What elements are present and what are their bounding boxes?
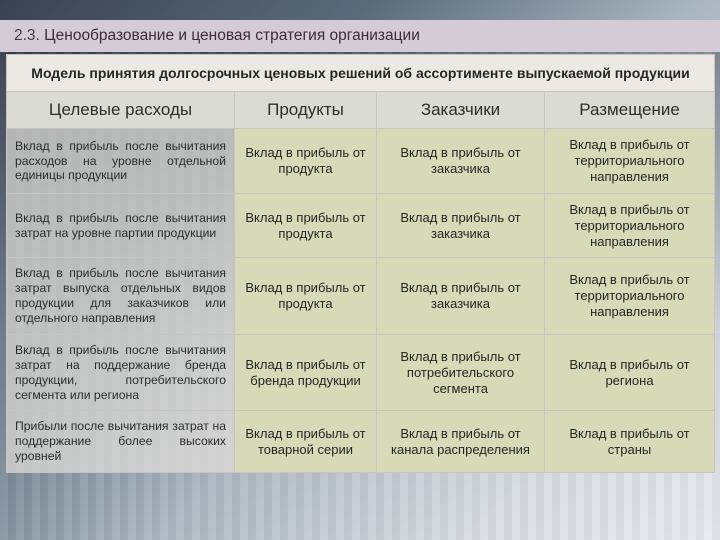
col-header-1: Продукты bbox=[235, 91, 377, 129]
table-row: Вклад в прибыль после вычитания затрат в… bbox=[7, 258, 715, 335]
table-row: Вклад в прибыль после вычитания затрат н… bbox=[7, 193, 715, 258]
section-title: Ценообразование и ценовая стратегия орга… bbox=[44, 27, 420, 45]
cell: Вклад в прибыль от территориального напр… bbox=[545, 258, 715, 335]
cell: Вклад в прибыль от страны bbox=[545, 411, 715, 473]
cell: Вклад в прибыль от региона bbox=[545, 334, 715, 411]
cell: Вклад в прибыль от продукта bbox=[235, 129, 377, 194]
col-header-3: Размещение bbox=[545, 91, 715, 129]
cell: Вклад в прибыль от заказчика bbox=[377, 193, 545, 258]
cell: Вклад в прибыль от бренда продукции bbox=[235, 334, 377, 411]
cell: Вклад в прибыль от продукта bbox=[235, 258, 377, 335]
table-body: Вклад в прибыль после вычитания расходов… bbox=[7, 129, 715, 473]
cell: Вклад в прибыль от продукта bbox=[235, 193, 377, 258]
table-title-row: Модель принятия долгосрочных ценовых реш… bbox=[7, 55, 715, 92]
row-label: Вклад в прибыль после вычитания расходов… bbox=[7, 129, 235, 194]
table-row: Прибыли после вычитания затрат на поддер… bbox=[7, 411, 715, 473]
section-number: 2.3. bbox=[14, 27, 40, 45]
cell: Вклад в прибыль от заказчика bbox=[377, 258, 545, 335]
cell: Вклад в прибыль от заказчика bbox=[377, 129, 545, 194]
row-label: Вклад в прибыль после вычитания затрат н… bbox=[7, 334, 235, 411]
row-label: Вклад в прибыль после вычитания затрат н… bbox=[7, 193, 235, 258]
pricing-model-table: Модель принятия долгосрочных ценовых реш… bbox=[6, 54, 715, 473]
table-title: Модель принятия долгосрочных ценовых реш… bbox=[7, 55, 715, 92]
table-row: Вклад в прибыль после вычитания затрат н… bbox=[7, 334, 715, 411]
pricing-model-table-wrap: Модель принятия долгосрочных ценовых реш… bbox=[6, 54, 714, 473]
section-heading: 2.3. Ценообразование и ценовая стратегия… bbox=[0, 20, 720, 52]
table-header-row: Целевые расходы Продукты Заказчики Разме… bbox=[7, 91, 715, 129]
cell: Вклад в прибыль от территориального напр… bbox=[545, 193, 715, 258]
col-header-0: Целевые расходы bbox=[7, 91, 235, 129]
col-header-2: Заказчики bbox=[377, 91, 545, 129]
cell: Вклад в прибыль от потребительского сегм… bbox=[377, 334, 545, 411]
cell: Вклад в прибыль от канала распределения bbox=[377, 411, 545, 473]
cell: Вклад в прибыль от товарной серии bbox=[235, 411, 377, 473]
row-label: Прибыли после вычитания затрат на поддер… bbox=[7, 411, 235, 473]
table-row: Вклад в прибыль после вычитания расходов… bbox=[7, 129, 715, 194]
cell: Вклад в прибыль от территориального напр… bbox=[545, 129, 715, 194]
row-label: Вклад в прибыль после вычитания затрат в… bbox=[7, 258, 235, 335]
